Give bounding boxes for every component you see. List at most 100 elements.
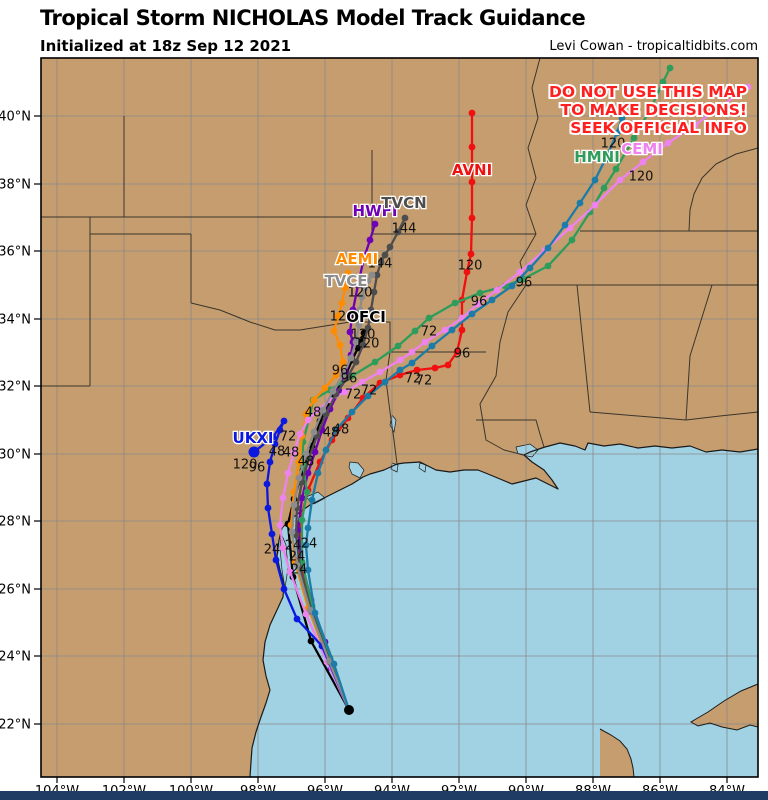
state-border-17 <box>685 411 759 421</box>
track-point-CEMI <box>358 378 366 386</box>
track-point-CEMI <box>474 300 482 308</box>
track-point-TVCN <box>394 228 402 236</box>
track-point-HMNI <box>411 327 419 335</box>
track-point-AEMI <box>339 358 347 366</box>
track-point-HMNI <box>298 516 306 524</box>
track-point-CEMI <box>279 544 287 552</box>
track-point-CEMI <box>691 121 699 129</box>
track-point-UKXI <box>266 458 274 466</box>
track-point-model10 <box>381 378 389 386</box>
track-point-CEMI <box>408 348 416 356</box>
track-point-AEMI <box>338 299 346 307</box>
track-point-CEMI <box>279 494 287 502</box>
track-point-CEMI <box>639 158 647 166</box>
hour-label-144: 144 <box>368 257 393 272</box>
track-point-TVCE <box>355 321 363 329</box>
track-point-AEMI <box>344 269 352 277</box>
y-axis-label: 34°N <box>0 313 31 328</box>
hour-label-120: 120 <box>233 458 258 473</box>
hour-label-48: 48 <box>323 426 340 441</box>
warning-line-2: TO MAKE DECISIONS! <box>561 101 747 119</box>
hour-label-120: 120 <box>330 310 355 325</box>
gulf-of-mexico <box>250 443 758 777</box>
track-point-HMNI <box>394 342 402 350</box>
track-point-UKXI <box>280 585 288 593</box>
track-point-OFCI <box>307 637 315 645</box>
track-point-model10 <box>304 524 312 532</box>
track-point-HWFI <box>360 254 368 262</box>
hour-label-48: 48 <box>333 423 350 438</box>
y-axis-label: 38°N <box>0 178 31 193</box>
track-point-AVNI <box>431 364 439 372</box>
track-point-AVNI <box>468 214 476 222</box>
track-point-UKXI <box>272 556 280 564</box>
track-point-TVCE <box>339 371 347 379</box>
track-point-HMNI <box>646 106 654 114</box>
credit-text: Levi Cowan - tropicaltidbits.com <box>549 39 758 54</box>
hour-label-48: 48 <box>283 446 300 461</box>
track-point-AEMI <box>295 458 303 466</box>
hour-label-24: 24 <box>291 563 308 578</box>
track-point-CEMI <box>396 356 404 364</box>
track-point-model10 <box>508 282 516 290</box>
y-axis-label: 36°N <box>0 245 31 260</box>
track-point-model10 <box>591 176 599 184</box>
state-border-16 <box>589 411 687 421</box>
hour-label-48: 48 <box>305 406 322 421</box>
track-point-HWFI <box>371 220 379 228</box>
yucatan-tip <box>600 729 634 777</box>
y-axis-label: 26°N <box>0 583 31 598</box>
track-point-HMNI <box>568 236 576 244</box>
track-point-model10 <box>364 392 372 400</box>
track-point-CEMI <box>304 416 312 424</box>
track-point-model10 <box>348 408 356 416</box>
state-border-15 <box>576 284 591 413</box>
warning-line-1: DO NOT USE THIS MAP <box>549 83 747 101</box>
yucatan-tip-outline <box>599 728 635 778</box>
track-point-model10 <box>448 326 456 334</box>
model-label-TVCN: TVCN <box>381 194 426 212</box>
state-border-12 <box>476 419 545 448</box>
track-point-model10 <box>396 366 404 374</box>
track-point-CEMI <box>716 103 724 111</box>
track-point-model10 <box>613 129 621 137</box>
map-frame <box>40 57 759 778</box>
track-point-CEMI <box>286 568 294 576</box>
track-point-AVNI <box>453 348 461 356</box>
track-point-AVNI <box>396 371 404 379</box>
track-point-AVNI <box>458 326 466 334</box>
track-point-CEMI <box>421 338 429 346</box>
track-point-TVCN <box>386 243 394 251</box>
hour-label-144: 144 <box>392 222 417 237</box>
storm-start-point <box>344 705 354 715</box>
track-point-TVCE <box>306 606 314 614</box>
track-point-HMNI <box>666 64 674 72</box>
track-point-TVCE <box>329 387 337 395</box>
track-point-HMNI <box>476 289 484 297</box>
track-point-UKXI <box>280 417 288 425</box>
hour-label-24: 24 <box>301 537 318 552</box>
track-point-TVCN <box>401 214 409 222</box>
track-point-model10 <box>308 496 316 504</box>
track-point-TVCE <box>356 306 364 314</box>
model-label-OFCI: OFCI <box>346 308 386 326</box>
hour-label-96: 96 <box>249 461 266 476</box>
track-point-CEMI <box>376 368 384 376</box>
model-label-UKXI: UKXI <box>233 429 274 447</box>
hour-label-96: 96 <box>471 295 488 310</box>
track-point-AEMI <box>334 312 342 320</box>
track-point-UKXI <box>264 504 272 512</box>
track-point-TVCN <box>370 288 378 296</box>
hour-label-72: 72 <box>421 325 438 340</box>
track-point-CEMI <box>566 224 574 232</box>
hour-label-72: 72 <box>280 430 297 445</box>
track-point-HMNI <box>659 78 667 86</box>
y-axis-label: 24°N <box>0 650 31 665</box>
track-point-TVCE <box>290 501 298 509</box>
hour-label-24: 24 <box>264 543 281 558</box>
track-point-TVCE <box>288 528 296 536</box>
track-point-UKXI <box>271 440 279 448</box>
track-point-HWFI <box>366 236 374 244</box>
hour-label-72: 72 <box>361 384 378 399</box>
track-point-OFCI <box>354 344 362 352</box>
